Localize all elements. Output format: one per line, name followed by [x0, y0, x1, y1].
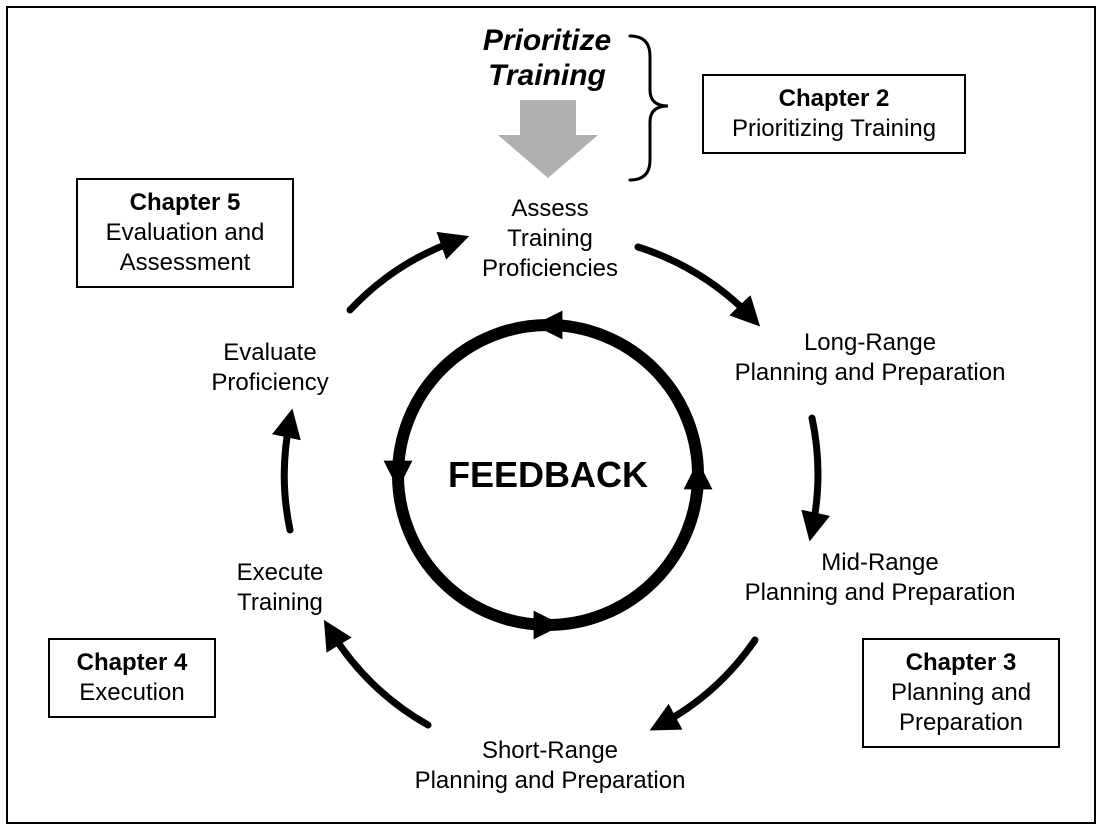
chapter-3-box: Chapter 3 Planning and Preparation — [862, 638, 1060, 748]
down-arrow-icon — [498, 100, 598, 178]
chapter-5-sub1: Evaluation and — [92, 218, 278, 248]
prioritize-line1: Prioritize — [483, 24, 611, 57]
chapter-3-title: Chapter 3 — [878, 648, 1044, 678]
prioritize-training-label: Prioritize Training — [452, 24, 642, 93]
chapter-3-sub1: Planning and — [878, 678, 1044, 708]
chapter-4-sub: Execution — [64, 678, 200, 708]
prioritize-line2: Training — [488, 59, 606, 92]
node-evaluate: Evaluate Proficiency — [190, 338, 350, 398]
node-short-range: Short-Range Planning and Preparation — [390, 736, 710, 796]
chapter-2-sub: Prioritizing Training — [718, 114, 950, 144]
chapter-5-box: Chapter 5 Evaluation and Assessment — [76, 178, 294, 288]
chapter-5-sub2: Assessment — [92, 248, 278, 278]
chapter-3-sub2: Preparation — [878, 708, 1044, 738]
node-assess: Assess Training Proficiencies — [460, 194, 640, 284]
node-mid-range: Mid-Range Planning and Preparation — [720, 548, 1040, 608]
node-execute: Execute Training — [210, 558, 350, 618]
chapter-2-box: Chapter 2 Prioritizing Training — [702, 74, 966, 154]
chapter-4-title: Chapter 4 — [64, 648, 200, 678]
node-long-range: Long-Range Planning and Preparation — [710, 328, 1030, 388]
chapter-5-title: Chapter 5 — [92, 188, 278, 218]
feedback-label: FEEDBACK — [430, 454, 666, 496]
chapter-2-title: Chapter 2 — [718, 84, 950, 114]
chapter-4-box: Chapter 4 Execution — [48, 638, 216, 718]
